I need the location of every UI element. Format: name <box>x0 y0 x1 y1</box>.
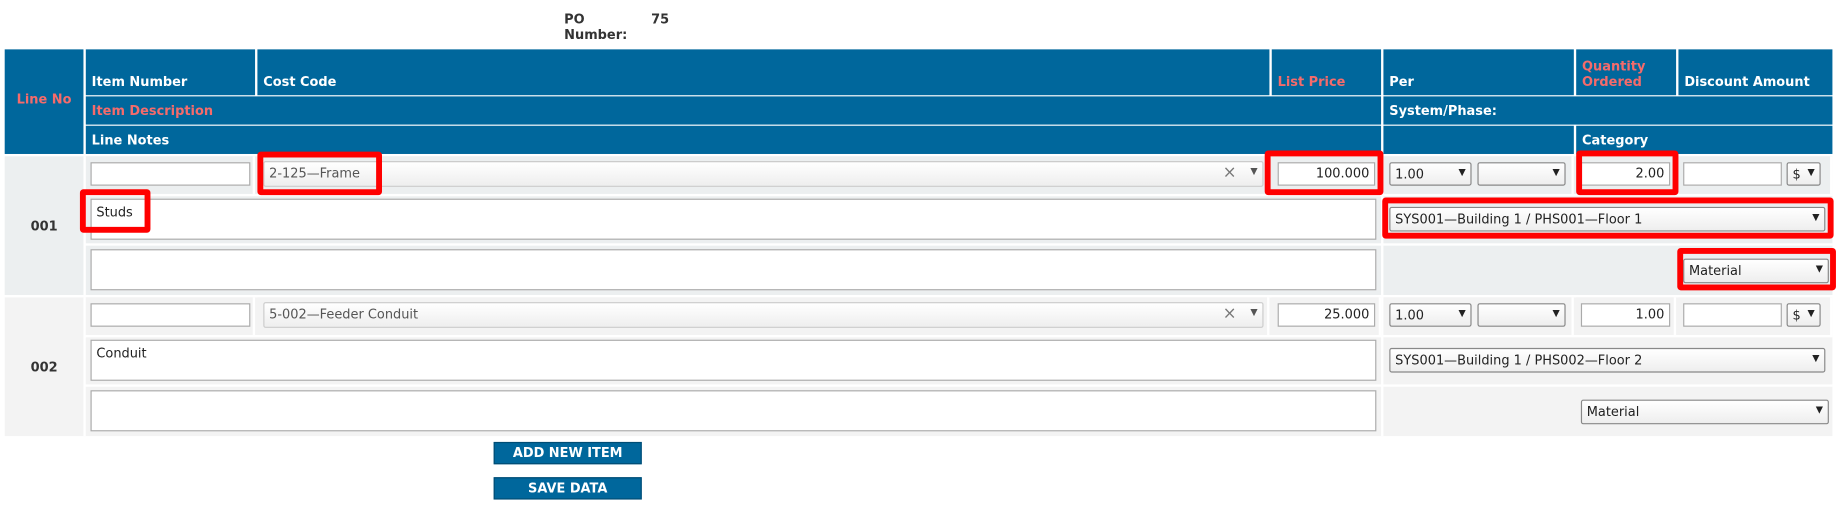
clear-icon[interactable]: × <box>1222 163 1237 183</box>
system-phase-select[interactable]: SYS001—Building 1 / PHS002—Floor 2 <box>1389 347 1826 373</box>
row-divider <box>83 193 1833 197</box>
highlight <box>79 189 151 233</box>
highlight <box>1264 150 1384 196</box>
header-category: Category <box>1576 125 1833 154</box>
row-divider <box>83 384 1833 387</box>
col-divider <box>1381 297 1384 437</box>
item-number-input[interactable] <box>90 303 251 327</box>
description-textarea[interactable]: Studs <box>90 198 1377 240</box>
discount-unit-select[interactable]: $ <box>1786 303 1821 327</box>
line-no: 001 <box>30 218 58 234</box>
notes-textarea[interactable] <box>90 390 1377 432</box>
header-blank <box>1383 125 1574 154</box>
description-textarea[interactable]: Conduit <box>90 339 1377 381</box>
per-select[interactable]: 1.00 <box>1389 303 1472 327</box>
per-unit-select[interactable] <box>1477 303 1566 327</box>
highlight <box>257 151 382 196</box>
per-unit-select[interactable] <box>1477 162 1566 186</box>
line-no: 002 <box>30 359 58 375</box>
po-value: 75 <box>651 11 670 28</box>
save-data-button[interactable]: SAVE DATA <box>493 477 642 500</box>
header-system-phase: System/Phase: <box>1383 96 1833 125</box>
highlight <box>1382 197 1834 239</box>
system-phase-select[interactable]: SYS001—Building 1 / PHS001—Floor 1 <box>1389 206 1826 232</box>
row-divider <box>83 334 1833 338</box>
header-line-no: Line No <box>4 49 84 154</box>
header-item-number: Item Number <box>85 49 256 96</box>
clear-icon[interactable]: × <box>1222 304 1237 324</box>
notes-textarea[interactable] <box>90 249 1377 291</box>
header-quantity-ordered: Quantity Ordered <box>1576 49 1677 96</box>
category-select[interactable]: Material <box>1683 258 1829 284</box>
header-line-notes: Line Notes <box>85 125 1382 154</box>
quantity-input[interactable]: 1.00 <box>1580 303 1671 327</box>
header-item-description: Item Description <box>85 96 1382 125</box>
header-cost-code: Cost Code <box>257 49 1270 96</box>
discount-unit-select[interactable]: $ <box>1786 162 1821 186</box>
per-select[interactable]: 1.00 <box>1389 162 1472 186</box>
item-number-input[interactable] <box>90 162 251 186</box>
list-price-input[interactable]: 100.000 <box>1277 162 1376 186</box>
quantity-input[interactable]: 2.00 <box>1580 162 1671 186</box>
list-price-input[interactable]: 25.000 <box>1277 303 1376 327</box>
row-divider <box>83 243 1833 246</box>
header-per: Per <box>1383 49 1574 96</box>
po-label: PO Number: <box>564 11 628 43</box>
highlight <box>1576 150 1679 196</box>
cost-code-select[interactable]: 2-125—Frame × <box>263 161 1264 187</box>
header-discount-amount: Discount Amount <box>1678 49 1833 96</box>
cost-code-select[interactable]: 5-002—Feeder Conduit × <box>263 302 1264 328</box>
header-list-price: List Price <box>1271 49 1382 96</box>
category-select[interactable]: Material <box>1580 399 1829 425</box>
discount-input[interactable] <box>1683 303 1782 327</box>
discount-input[interactable] <box>1683 162 1782 186</box>
highlight <box>1677 248 1836 291</box>
add-new-item-button[interactable]: ADD NEW ITEM <box>493 441 642 465</box>
col-divider <box>83 297 86 437</box>
